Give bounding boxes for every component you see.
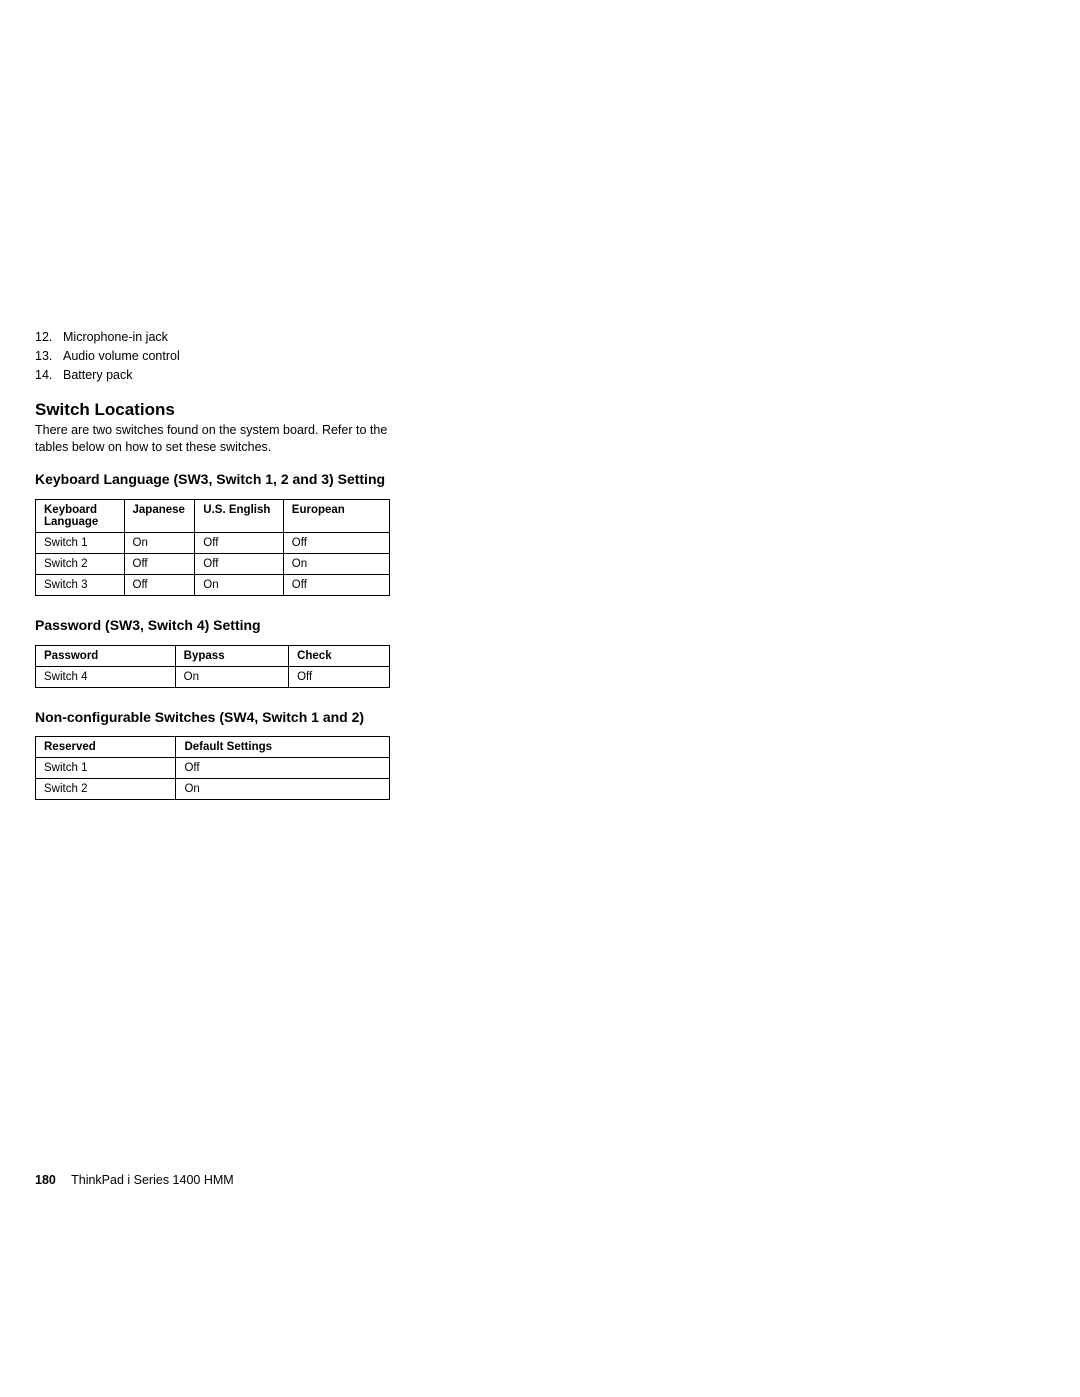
table-cell: Switch 2 (36, 553, 125, 574)
table-cell: Off (124, 574, 195, 595)
table-header: Reserved (36, 737, 176, 758)
table-cell: Switch 3 (36, 574, 125, 595)
table-keyboard-language: Keyboard Language Japanese U.S. English … (35, 499, 390, 596)
list-item: 13. Audio volume control (35, 349, 395, 363)
numbered-list: 12. Microphone-in jack 13. Audio volume … (35, 330, 395, 382)
table-row: Switch 3 Off On Off (36, 574, 390, 595)
table-header-row: Reserved Default Settings (36, 737, 390, 758)
table-cell: On (176, 779, 390, 800)
list-item: 12. Microphone-in jack (35, 330, 395, 344)
table-header-row: Password Bypass Check (36, 645, 390, 666)
table-cell: Switch 1 (36, 532, 125, 553)
table-cell: On (195, 574, 284, 595)
table-cell: On (175, 666, 288, 687)
page-footer: 180 ThinkPad i Series 1400 HMM (35, 1173, 234, 1187)
table-row: Switch 1 On Off Off (36, 532, 390, 553)
list-number: 12. (35, 330, 63, 344)
list-number: 14. (35, 368, 63, 382)
table-row: Switch 1 Off (36, 758, 390, 779)
table-cell: Off (195, 553, 284, 574)
table-cell: Switch 2 (36, 779, 176, 800)
table-cell: Switch 4 (36, 666, 176, 687)
table-header: Keyboard Language (36, 499, 125, 532)
list-text: Battery pack (63, 368, 132, 382)
list-item: 14. Battery pack (35, 368, 395, 382)
table-cell: Off (283, 574, 389, 595)
table-header: Password (36, 645, 176, 666)
heading-switch-locations: Switch Locations (35, 400, 395, 420)
table-header-row: Keyboard Language Japanese U.S. English … (36, 499, 390, 532)
table-header: Japanese (124, 499, 195, 532)
table-cell: Off (283, 532, 389, 553)
table-cell: Off (195, 532, 284, 553)
table-cell: On (124, 532, 195, 553)
list-number: 13. (35, 349, 63, 363)
table-cell: Off (176, 758, 390, 779)
table-cell: Switch 1 (36, 758, 176, 779)
footer-title: ThinkPad i Series 1400 HMM (71, 1173, 234, 1187)
body-text: There are two switches found on the syst… (35, 422, 395, 456)
table-cell: On (283, 553, 389, 574)
table-header: Default Settings (176, 737, 390, 758)
table-password: Password Bypass Check Switch 4 On Off (35, 645, 390, 688)
list-text: Audio volume control (63, 349, 180, 363)
table-header: European (283, 499, 389, 532)
table-row: Switch 2 Off Off On (36, 553, 390, 574)
table-header: Bypass (175, 645, 288, 666)
heading-keyboard-language: Keyboard Language (SW3, Switch 1, 2 and … (35, 470, 395, 489)
list-text: Microphone-in jack (63, 330, 168, 344)
heading-nonconfigurable: Non-configurable Switches (SW4, Switch 1… (35, 708, 395, 727)
table-header: U.S. English (195, 499, 284, 532)
heading-password: Password (SW3, Switch 4) Setting (35, 616, 395, 635)
table-row: Switch 2 On (36, 779, 390, 800)
table-cell: Off (124, 553, 195, 574)
table-row: Switch 4 On Off (36, 666, 390, 687)
table-cell: Off (289, 666, 390, 687)
table-header: Check (289, 645, 390, 666)
page-number: 180 (35, 1173, 56, 1187)
table-nonconfigurable: Reserved Default Settings Switch 1 Off S… (35, 736, 390, 800)
